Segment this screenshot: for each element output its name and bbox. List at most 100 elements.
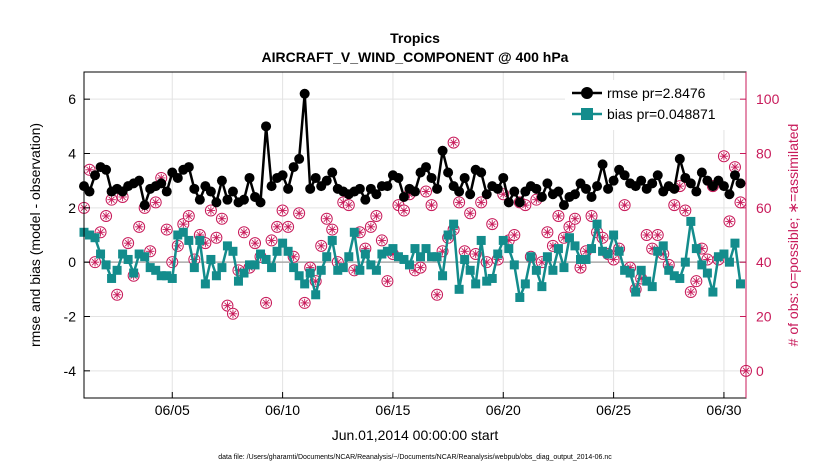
footnote: data file: /Users/gharamti/Documents/NCA… [218, 454, 612, 461]
obs-assimilated-star [207, 207, 215, 214]
obs-assimilated-star [726, 218, 733, 225]
rmse-point [266, 181, 277, 192]
bias-point [134, 249, 144, 259]
legend-item-rmse [572, 87, 602, 99]
obs-count-marker [453, 196, 466, 209]
rmse-point [652, 170, 663, 181]
obs-assimilated-star [317, 242, 325, 250]
bias-point [101, 260, 111, 270]
rmse-point [503, 197, 514, 208]
legend-box [565, 80, 730, 130]
obs-count-marker [149, 196, 162, 209]
bias-point [498, 235, 508, 245]
rmse-point [327, 167, 338, 178]
y-tick-label-right: 40 [756, 254, 772, 270]
rmse-point [603, 183, 614, 194]
obs-assimilated-star [433, 291, 441, 299]
obs-assimilated-star [284, 223, 292, 231]
bias-point [730, 238, 740, 248]
bias-point [493, 249, 503, 259]
obs-assimilated-star [577, 264, 584, 271]
bias-point [140, 252, 150, 262]
x-tick-label: 06/25 [596, 402, 631, 418]
bias-point [647, 282, 657, 292]
bias-point [90, 233, 100, 243]
rmse-point [536, 191, 547, 202]
obs-assimilated-star [455, 199, 463, 206]
obs-assimilated-star [670, 201, 678, 209]
bias-point [283, 246, 293, 256]
y-tick-label-right: 60 [756, 200, 772, 216]
bias-point [382, 246, 392, 256]
bias-point [162, 271, 172, 281]
bias-point [355, 265, 365, 275]
bias-point [360, 249, 370, 259]
obs-count-marker [133, 220, 146, 233]
bias-point [184, 235, 194, 245]
obs-count-marker [221, 299, 234, 312]
obs-assimilated-star [571, 215, 579, 222]
bias-point [178, 227, 188, 237]
rmse-point [244, 172, 255, 183]
bias-point [531, 265, 541, 275]
obs-count-marker [679, 204, 692, 217]
obs-count-marker [271, 220, 284, 233]
obs-count-marker [260, 296, 273, 309]
bias-point [333, 265, 343, 275]
obs-count-marker [651, 229, 664, 241]
obs-count-marker [315, 239, 328, 252]
obs-count-marker [375, 234, 388, 247]
obs-assimilated-star [566, 223, 573, 231]
obs-assimilated-star [472, 250, 479, 258]
bias-point [322, 252, 332, 262]
bias-point [118, 249, 128, 259]
rmse-point [454, 186, 465, 197]
bias-point [129, 268, 139, 278]
bias-point [349, 227, 359, 237]
y-tick-label-left: 0 [68, 254, 76, 270]
obs-assimilated-star [152, 199, 160, 206]
x-tick-label: 06/05 [155, 402, 190, 418]
obs-assimilated-star [549, 242, 557, 250]
obs-assimilated-star [555, 212, 562, 220]
rmse-point [735, 178, 746, 189]
obs-assimilated-star [400, 207, 408, 214]
obs-assimilated-star [477, 199, 485, 206]
rmse-point [354, 183, 365, 194]
obs-count-marker [320, 212, 333, 225]
bias-point [410, 244, 420, 254]
chart-subtitle: AIRCRAFT_V_WIND_COMPONENT @ 400 hPa [262, 49, 569, 65]
obs-assimilated-star [251, 239, 259, 247]
obs-count-marker [563, 220, 576, 233]
obs-count-marker [585, 209, 598, 222]
bias-point [123, 254, 133, 264]
bias-point [338, 263, 348, 273]
y-axis-label-right: # of obs: o=possible; ∗=assimilated [785, 124, 801, 347]
bias-point [564, 233, 574, 243]
rmse-point [674, 153, 685, 164]
bias-point [691, 244, 701, 254]
legend-marker-rmse [581, 87, 593, 99]
rmse-point [465, 189, 476, 200]
obs-count-marker [298, 296, 311, 309]
bias-point [438, 271, 448, 281]
obs-count-marker [100, 209, 113, 222]
obs-count-marker [249, 237, 262, 250]
rmse-point [514, 197, 525, 208]
bias-point [85, 230, 95, 240]
obs-assimilated-star [279, 207, 286, 214]
bias-point [388, 244, 398, 254]
rmse-point [696, 167, 707, 178]
obs-count-marker [728, 161, 741, 174]
obs-assimilated-star [450, 139, 457, 146]
obs-assimilated-star [466, 209, 474, 217]
bias-point [664, 265, 674, 275]
rmse-point [283, 183, 294, 194]
obs-count-marker [723, 215, 736, 228]
bias-point [233, 276, 243, 286]
rmse-point [90, 170, 101, 181]
bias-point [587, 244, 597, 254]
obs-count-marker [568, 212, 581, 225]
bias-point [432, 252, 442, 262]
rmse-point [371, 189, 382, 200]
